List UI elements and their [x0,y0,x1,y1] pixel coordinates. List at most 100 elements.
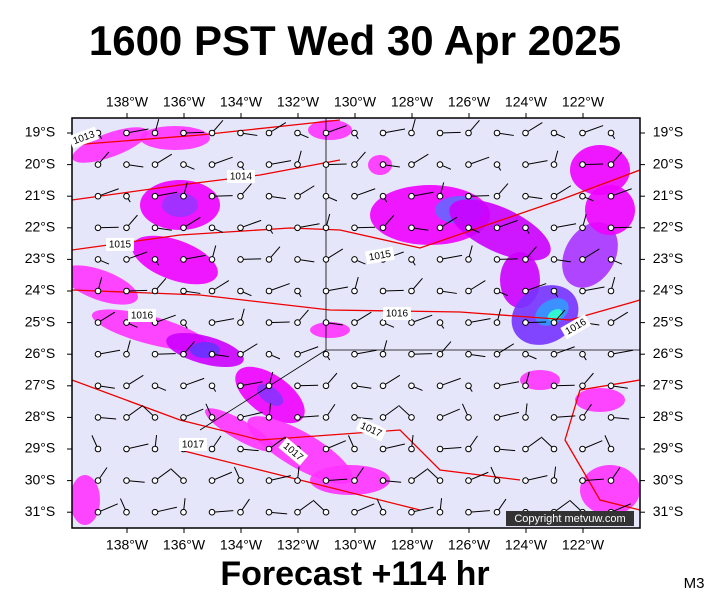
wind-station [550,477,558,484]
wind-station [94,508,102,516]
wind-barb [268,321,290,324]
wind-station [151,256,159,263]
wind-station [493,350,501,358]
wind-barb [97,311,116,324]
latitude-label: 24°S [653,282,684,298]
wind-station [379,350,387,358]
wind-station [550,161,558,168]
wind-station [180,382,187,390]
wind-station [123,129,130,137]
wind-station [522,161,529,168]
wind-barb [97,226,119,229]
wind-barb [553,346,575,355]
precipitation-area [580,465,640,515]
wind-station [123,256,130,263]
wind-station [237,192,244,200]
wind-barb [610,349,634,355]
wind-station [522,287,529,295]
wind-station [294,414,301,421]
isobar-label-box [68,126,100,149]
wind-barb [468,195,490,197]
wind-station [408,508,415,516]
wind-station [493,382,501,390]
wind-station [579,445,586,453]
wind-barb [411,314,433,324]
wind-station [294,129,301,137]
wind-station [94,414,102,421]
wind-station [379,192,387,200]
wind-barb [553,223,577,229]
wind-station [579,287,586,295]
latitude-label: 30°S [25,471,56,487]
wind-barb [211,156,233,166]
wind-station [408,319,415,326]
wind-station [265,287,273,295]
wind-station [94,382,102,390]
precipitation-area [310,322,350,338]
wind-barb [183,216,201,229]
wind-station [237,256,244,263]
wind-station [151,287,159,295]
wind-station [94,350,102,358]
isobar [72,169,640,251]
wind-station [294,224,301,232]
wind-barb [439,254,463,260]
isobar-label-box [355,417,387,442]
wind-station [408,129,415,137]
wind-barb [439,446,462,450]
wind-barb [325,478,348,482]
wind-station [436,350,444,358]
wind-station [493,287,501,295]
longitude-label: 126°W [448,94,491,110]
wind-station [123,319,130,326]
isobar-label-box [383,307,411,320]
precipitation-area [205,408,275,452]
wind-station [237,319,244,326]
wind-station [522,445,529,453]
wind-station [579,161,586,168]
wind-station [265,319,273,326]
wind-station [123,445,130,453]
precipitation-area [585,185,635,235]
latitude-label: 31°S [653,503,684,519]
isobar-label: 1016 [386,309,409,320]
precipitation-area [310,465,390,495]
wind-station [607,445,615,453]
wind-station [436,382,444,390]
wind-barb [268,122,287,134]
wind-barb [582,125,604,134]
wind-station [522,382,529,390]
wind-station [294,256,301,263]
wind-barb [354,349,377,355]
wind-station [579,192,586,200]
wind-station [208,445,216,453]
wind-station [94,224,102,232]
wind-barb [468,318,491,324]
wind-station [180,414,187,421]
wind-barb [439,377,461,387]
wind-station [579,129,586,137]
wind-station [607,287,615,295]
latitude-label: 23°S [25,250,56,266]
isobar-label-box [364,246,395,265]
wind-station [379,508,387,516]
wind-station [351,414,358,421]
wind-station [550,382,558,390]
wind-station [351,319,358,326]
isobar-label: 1016 [131,311,154,322]
wind-station [237,129,244,137]
wind-barb [325,125,347,134]
wind-station [493,508,501,516]
copyright: Copyright metvuw.com [514,513,625,525]
wind-barb [126,289,148,292]
wind-station [607,414,615,421]
wind-station [607,350,615,358]
wind-station [208,161,216,168]
wind-station [379,414,387,421]
longitude-label: 136°W [163,94,206,110]
wind-barb [154,314,176,324]
wind-barb [154,153,173,166]
wind-station [322,224,330,232]
wind-station [123,224,130,232]
wind-station [379,319,387,326]
